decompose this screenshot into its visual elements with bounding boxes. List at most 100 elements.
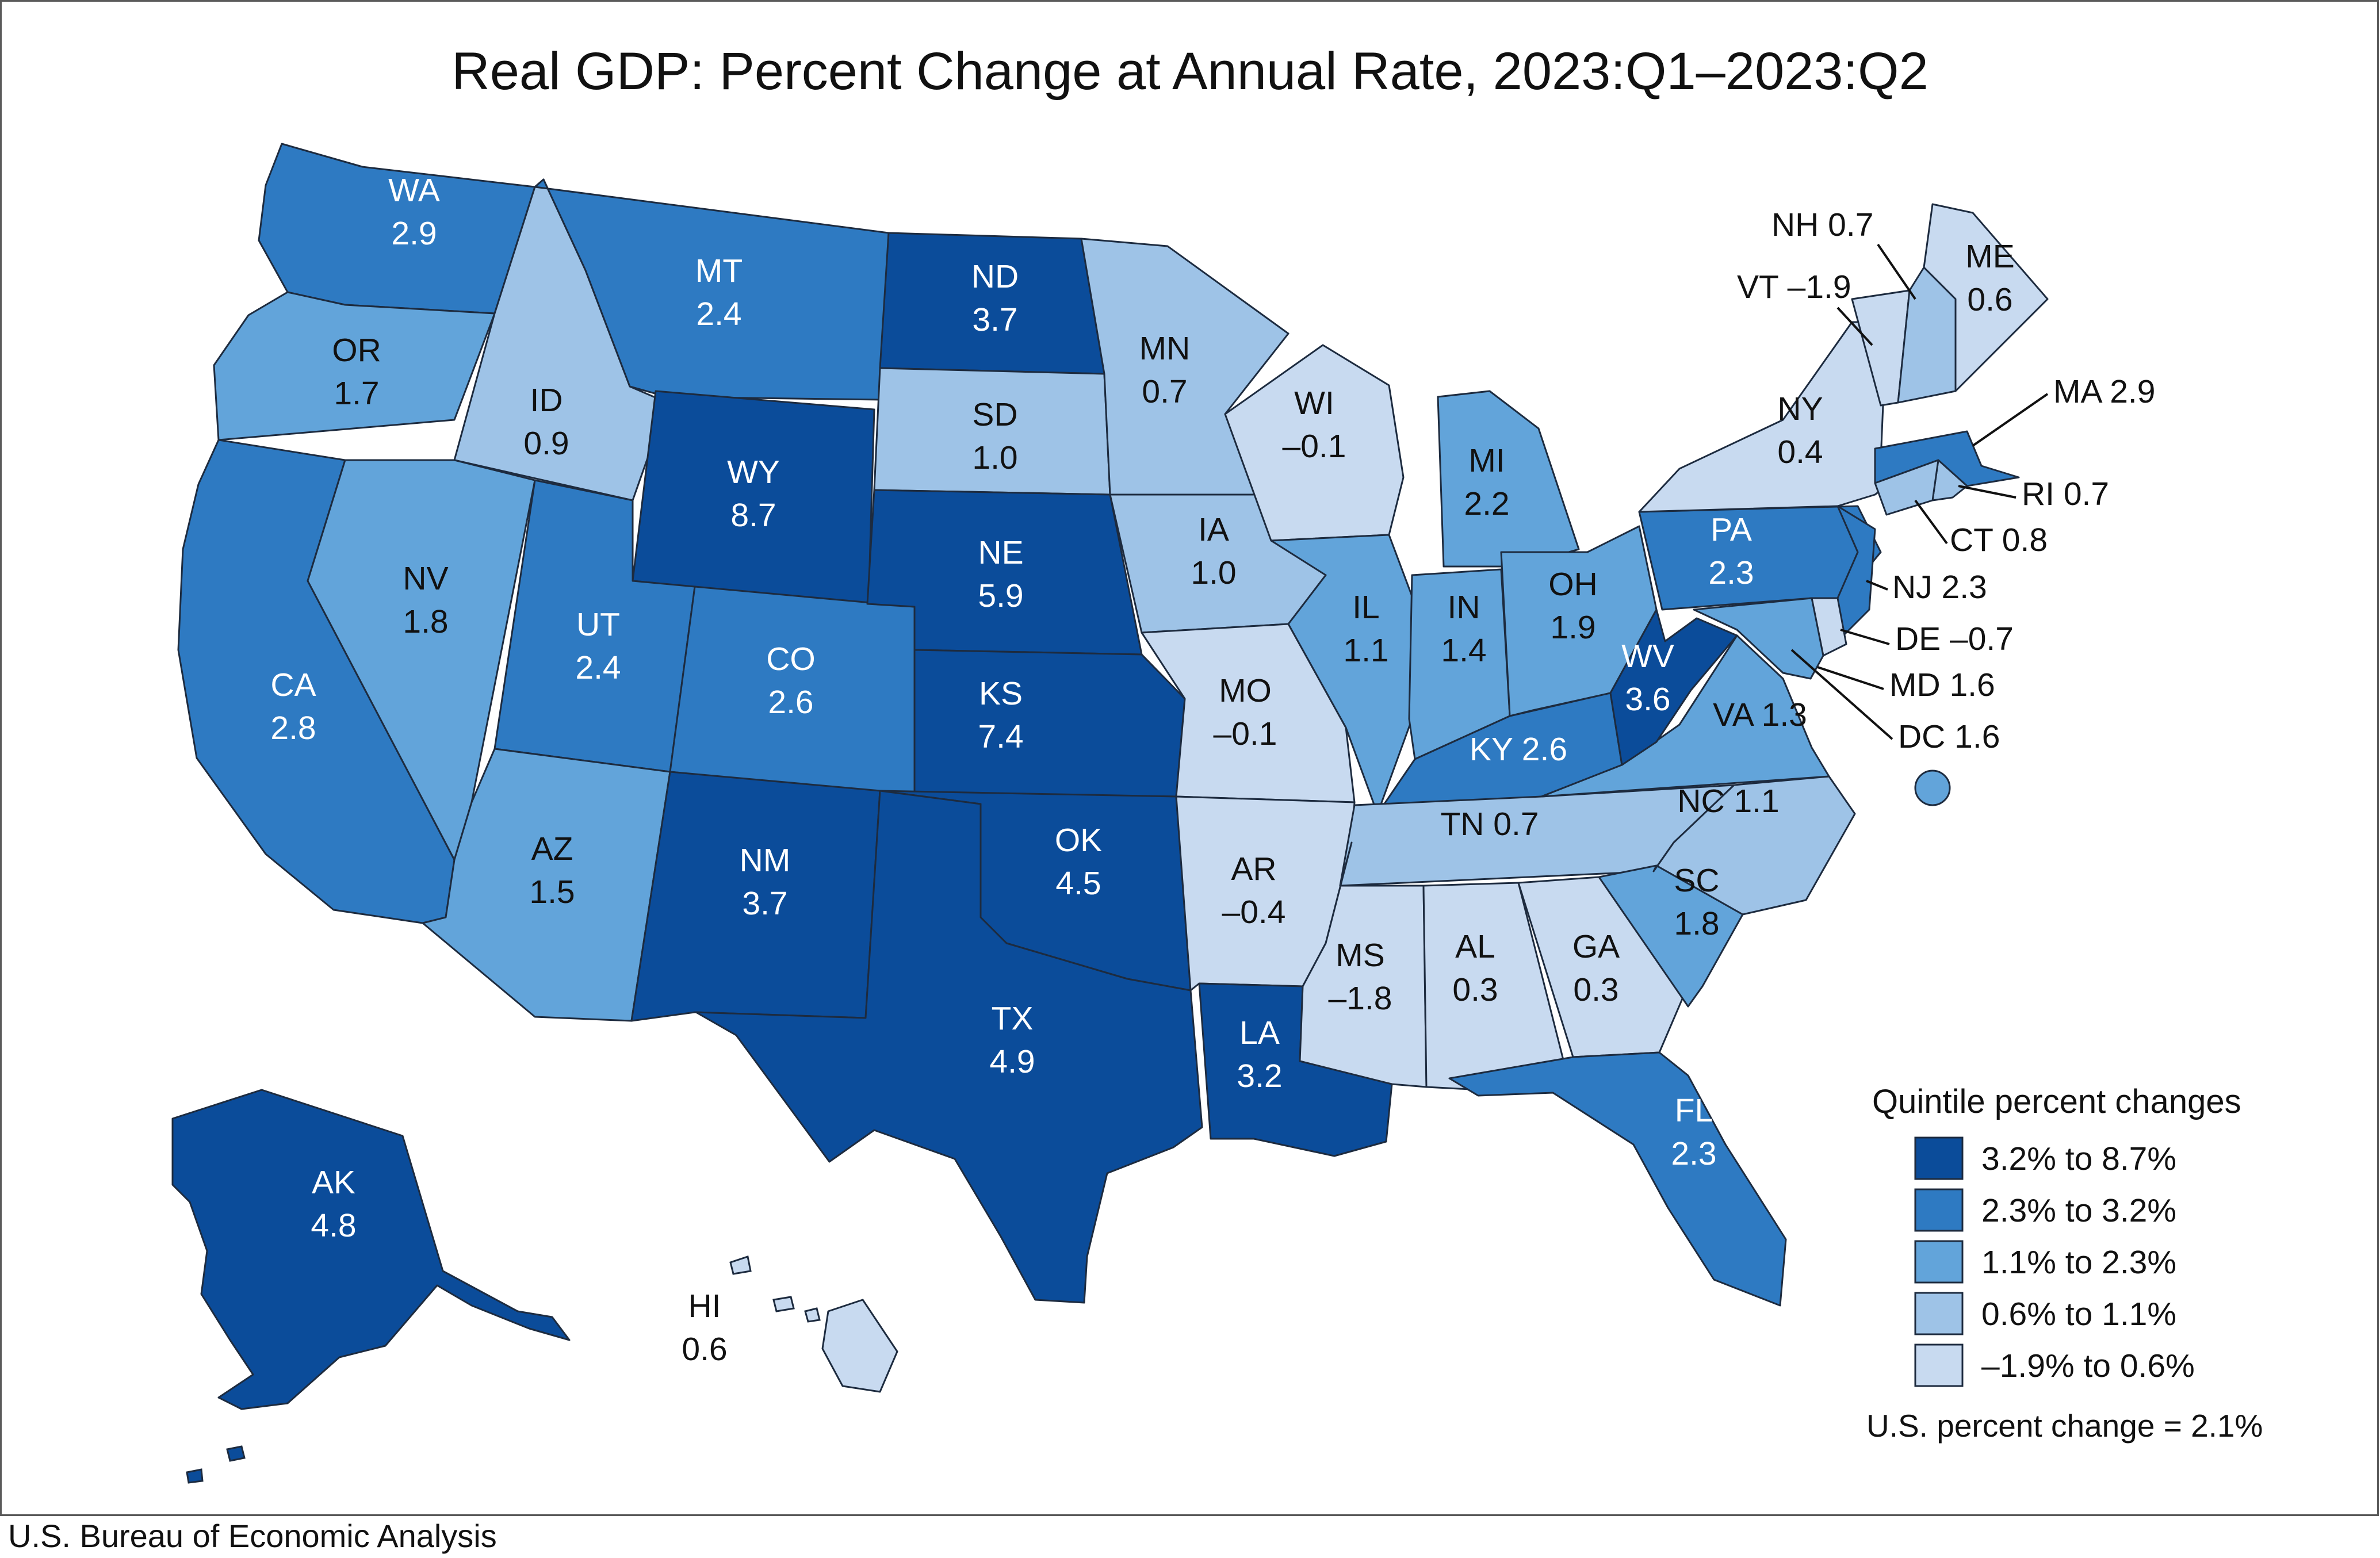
- state-name-wa: WA: [388, 172, 440, 209]
- state-name-mo: MO: [1219, 672, 1272, 709]
- legend-swatch-3: [1914, 1240, 1964, 1284]
- legend-label-3: 1.1% to 2.3%: [1981, 1244, 2176, 1281]
- leader-line-md: [1817, 666, 1884, 690]
- state-ga: [1517, 876, 1686, 1058]
- legend-title: Quintile percent changes: [1872, 1083, 2241, 1120]
- state-value-or: 1.7: [334, 375, 379, 412]
- state-value-il: 1.1: [1343, 632, 1388, 669]
- state-name-ut: UT: [576, 606, 620, 643]
- state-mi: [1437, 390, 1580, 568]
- state-name-ia: IA: [1198, 511, 1229, 548]
- state-name-oh: OH: [1548, 566, 1598, 603]
- state-name-mt: MT: [695, 252, 743, 289]
- state-value-ny: 0.4: [1777, 434, 1823, 470]
- source-credit: U.S. Bureau of Economic Analysis: [8, 1518, 497, 1554]
- leader-line-de: [1840, 629, 1890, 645]
- state-name-ar: AR: [1231, 851, 1276, 887]
- state-value-hi: 0.6: [682, 1331, 727, 1368]
- island-hi4: [804, 1307, 821, 1323]
- state-name-wv: WV: [1621, 638, 1674, 675]
- legend-swatch-5: [1914, 1343, 1964, 1387]
- state-ks: [913, 649, 1186, 798]
- state-value-me: 0.6: [1967, 281, 2012, 318]
- state-name-al: AL: [1455, 928, 1495, 965]
- state-value-ne: 5.9: [978, 577, 1023, 614]
- leader-line-ri: [1958, 485, 2017, 499]
- state-name-fl: FL: [1675, 1092, 1713, 1129]
- state-name-me: ME: [1965, 238, 2015, 275]
- state-name-co: CO: [766, 641, 816, 677]
- state-fl: [1448, 1051, 1787, 1307]
- leader-line-ma: [1972, 393, 2049, 447]
- state-name-ga: GA: [1572, 928, 1620, 965]
- state-hi: [821, 1299, 898, 1393]
- state-name-pa: PA: [1711, 511, 1752, 548]
- state-value-nv: 1.8: [403, 603, 448, 640]
- island-hi2: [729, 1255, 752, 1275]
- island-hi3: [772, 1296, 795, 1312]
- state-name-sd: SD: [972, 396, 1017, 433]
- state-label-tn: TN 0.7: [1440, 806, 1539, 843]
- state-md: [1693, 597, 1824, 680]
- state-value-tx: 4.9: [989, 1043, 1035, 1080]
- state-name-wy: WY: [727, 454, 780, 491]
- state-value-ks: 7.4: [978, 718, 1023, 755]
- state-value-sc: 1.8: [1674, 905, 1719, 942]
- state-name-la: LA: [1239, 1015, 1280, 1051]
- choropleth-map: Real GDP: Percent Change at Annual Rate,…: [171, 42, 2263, 1484]
- state-name-wi: WI: [1294, 385, 1334, 422]
- island-ak2: [226, 1445, 246, 1462]
- state-value-sd: 1.0: [972, 439, 1017, 476]
- state-name-nd: ND: [971, 258, 1019, 295]
- state-nc: [1652, 775, 1856, 916]
- state-label-ky: KY 2.6: [1470, 731, 1567, 768]
- state-name-mi: MI: [1468, 442, 1505, 479]
- state-value-wv: 3.6: [1625, 681, 1670, 718]
- state-name-ok: OK: [1055, 822, 1102, 859]
- leader-line-ct: [1914, 499, 1948, 545]
- state-name-in: IN: [1448, 589, 1480, 626]
- legend-label-4: 0.6% to 1.1%: [1981, 1296, 2176, 1333]
- state-value-ga: 0.3: [1573, 971, 1618, 1008]
- states-layer: [171, 143, 2049, 1484]
- leader-line-vt: [1836, 307, 1873, 346]
- state-name-ms: MS: [1336, 937, 1385, 974]
- state-value-wi: –0.1: [1283, 428, 1346, 465]
- state-dc-marker: [1914, 770, 1951, 806]
- state-value-ar: –0.4: [1222, 894, 1286, 931]
- state-name-ny: NY: [1777, 391, 1823, 427]
- state-label-dc: DC 1.6: [1898, 718, 2000, 755]
- state-name-ak: AK: [312, 1164, 355, 1201]
- state-value-mt: 2.4: [696, 296, 741, 332]
- state-label-md: MD 1.6: [1889, 667, 1995, 703]
- state-label-vt: VT –1.9: [1737, 269, 1851, 305]
- state-name-sc: SC: [1674, 862, 1719, 899]
- state-value-id: 0.9: [523, 425, 569, 462]
- state-label-ct: CT 0.8: [1950, 522, 2048, 558]
- legend-label-5: –1.9% to 0.6%: [1981, 1348, 2195, 1384]
- state-value-mo: –0.1: [1214, 715, 1277, 752]
- state-value-nd: 3.7: [972, 301, 1017, 338]
- state-value-in: 1.4: [1441, 632, 1486, 669]
- state-value-fl: 2.3: [1671, 1135, 1716, 1172]
- state-value-pa: 2.3: [1708, 554, 1754, 591]
- legend-label-2: 2.3% to 3.2%: [1981, 1192, 2176, 1229]
- state-wv: [1609, 608, 1738, 766]
- state-name-nm: NM: [740, 842, 791, 879]
- state-label-va: VA 1.3: [1713, 696, 1807, 733]
- state-name-ks: KS: [979, 675, 1023, 712]
- map-title: Real GDP: Percent Change at Annual Rate,…: [451, 42, 1928, 101]
- state-value-wy: 8.7: [730, 497, 776, 534]
- state-value-ca: 2.8: [270, 710, 316, 747]
- state-label-de: DE –0.7: [1895, 621, 2014, 657]
- state-ak: [171, 1089, 571, 1410]
- state-label-ri: RI 0.7: [2022, 476, 2109, 512]
- state-name-ca: CA: [270, 667, 316, 703]
- state-or: [213, 291, 496, 441]
- island-ak3: [186, 1468, 204, 1484]
- leader-line-dc: [1790, 649, 1893, 740]
- leader-line-nj: [1866, 580, 1888, 591]
- state-labels: WA 2.9 OR 1.7 CA 2.8 ID 0.9 NV 1.8 MT 2.4 WY 8.7 UT 2.4…: [270, 172, 2155, 1368]
- legend: Quintile percent changes U.S. percent ch…: [1866, 1083, 2263, 1444]
- leader-line-nh: [1877, 243, 1916, 300]
